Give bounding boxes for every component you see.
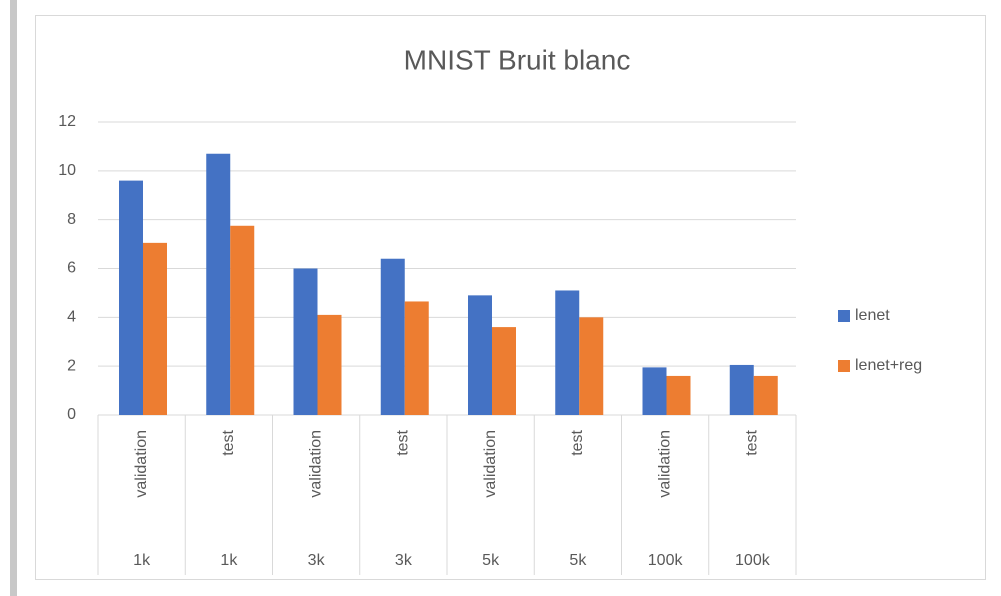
bar — [230, 225, 255, 415]
bar — [293, 268, 318, 415]
x-tick-label: validation — [482, 430, 499, 498]
x-tick-label: test — [744, 429, 761, 455]
chart-border — [35, 15, 986, 580]
x-tick-label: test — [569, 429, 586, 455]
x-group-label: 3k — [395, 552, 413, 569]
legend-label: lenet — [855, 307, 890, 324]
bar — [642, 367, 667, 415]
bar — [492, 327, 516, 415]
x-tick-label: validation — [133, 430, 150, 498]
x-group-label: 3k — [308, 552, 326, 569]
bar — [143, 242, 167, 415]
bar — [666, 375, 691, 415]
legend-swatch — [838, 360, 850, 372]
legend-swatch — [838, 310, 850, 322]
x-tick-label: test — [220, 429, 237, 455]
x-group-label: 1k — [220, 552, 238, 569]
x-group-label: 100k — [735, 552, 771, 569]
bar — [317, 314, 342, 415]
bar — [753, 375, 778, 415]
x-group-label: 5k — [569, 552, 587, 569]
y-tick-label: 12 — [58, 113, 76, 130]
x-tick-label: test — [395, 429, 412, 455]
bar — [555, 290, 580, 415]
legend-label: lenet+reg — [855, 357, 922, 374]
chart-title: MNIST Bruit blanc — [404, 44, 631, 75]
bar — [404, 301, 429, 415]
y-tick-label: 8 — [67, 211, 76, 228]
bar — [206, 153, 231, 415]
bar — [119, 180, 143, 415]
x-group-label: 100k — [648, 552, 684, 569]
bar — [380, 258, 405, 415]
y-tick-label: 0 — [67, 406, 76, 423]
page-shadow — [10, 0, 17, 596]
y-tick-label: 2 — [67, 357, 76, 374]
bar — [579, 317, 604, 415]
x-group-label: 1k — [133, 552, 151, 569]
x-tick-label: validation — [656, 430, 673, 498]
y-tick-label: 10 — [58, 162, 76, 179]
y-tick-label: 4 — [67, 309, 76, 326]
bar — [729, 364, 754, 415]
x-tick-label: validation — [307, 430, 324, 498]
x-group-label: 5k — [482, 552, 500, 569]
bar — [468, 295, 492, 415]
y-tick-label: 6 — [67, 260, 76, 277]
